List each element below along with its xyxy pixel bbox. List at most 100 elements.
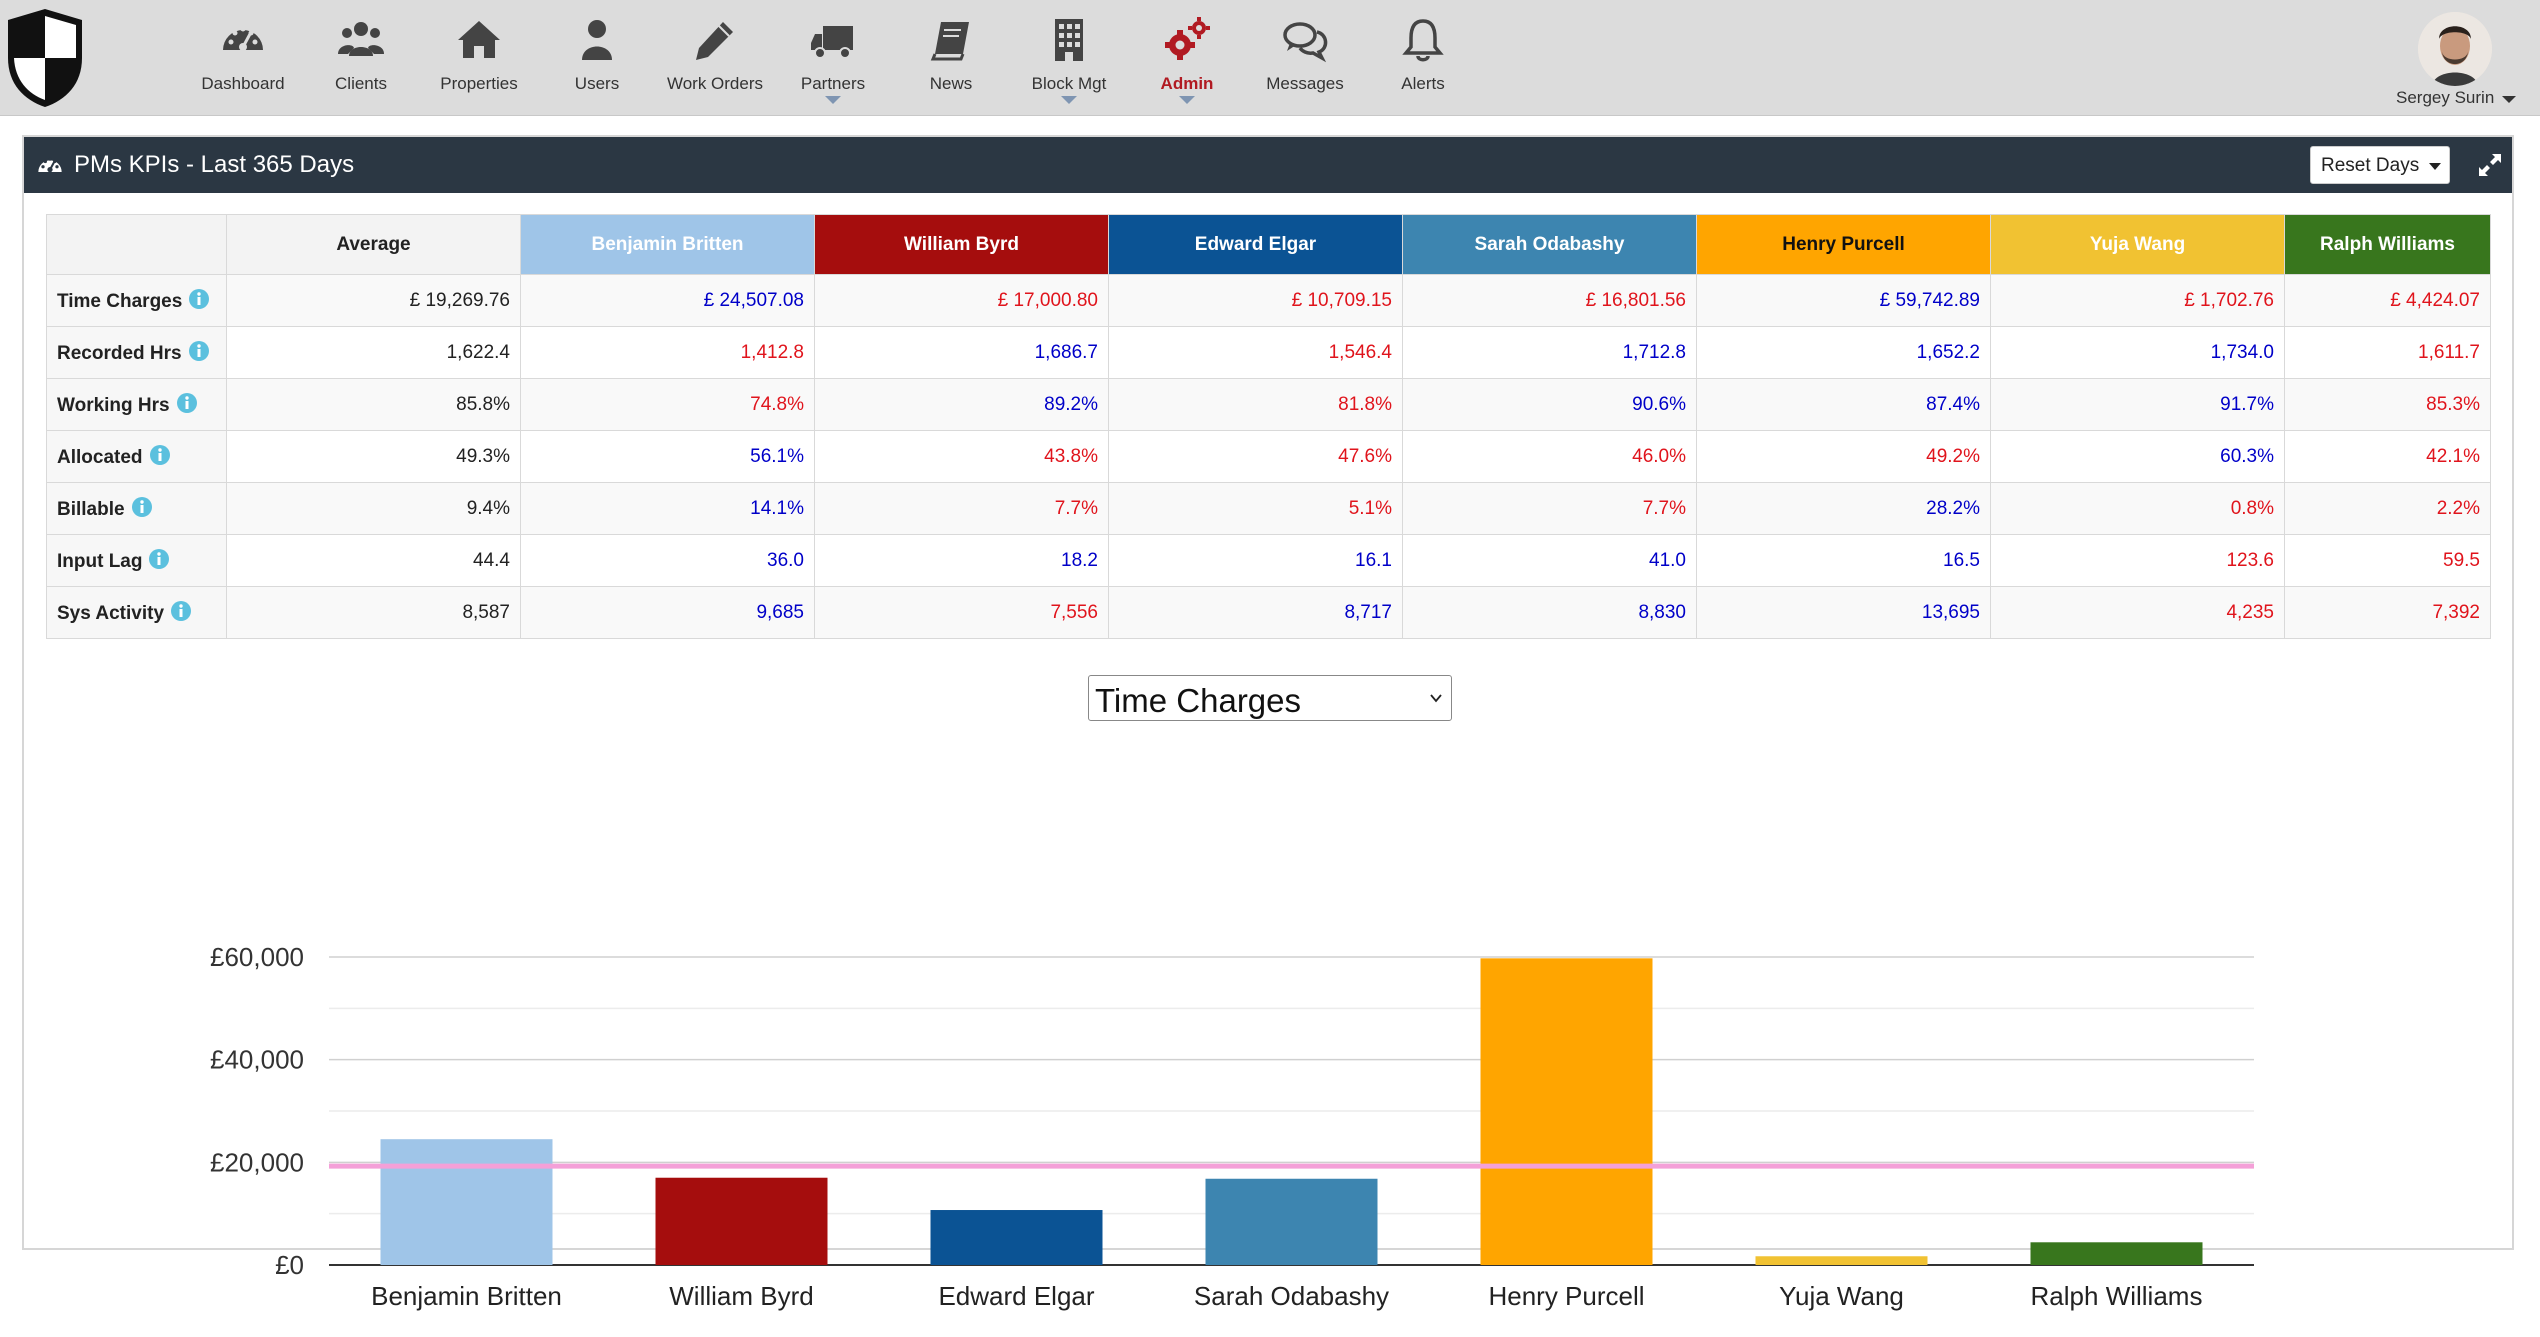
reset-days-label: Reset Days	[2321, 155, 2420, 176]
kpi-table-body: Time Charges £ 19,269.76 £ 24,507.08 £ 17,0…	[46, 274, 2491, 639]
info-icon[interactable]	[176, 392, 198, 414]
value-cell: 89.2%	[814, 378, 1109, 431]
nav-work-orders[interactable]: Work Orders	[650, 16, 780, 106]
column-header-pm[interactable]: Yuja Wang	[1990, 214, 2285, 275]
dropdown-caret-icon	[825, 96, 841, 104]
y-tick-label: £0	[275, 1250, 304, 1280]
info-icon[interactable]	[148, 548, 170, 570]
column-header-pm[interactable]: Edward Elgar	[1108, 214, 1403, 275]
bar[interactable]	[655, 1177, 828, 1265]
nav-label: News	[929, 74, 973, 93]
dashboard-gauge-icon	[38, 157, 62, 173]
row-label-cell: Time Charges	[46, 274, 227, 327]
row-label: Time Charges	[57, 291, 183, 312]
nav-alerts[interactable]: Alerts	[1358, 16, 1488, 106]
user-menu[interactable]: Sergey Surin	[2388, 12, 2538, 112]
bar[interactable]	[1480, 958, 1653, 1265]
x-tick-label: Sarah Odabashy	[1194, 1281, 1389, 1311]
expand-icon[interactable]	[2475, 150, 2505, 180]
value-cell: 123.6	[1990, 534, 2285, 587]
column-header-pm[interactable]: Henry Purcell	[1696, 214, 1991, 275]
bar[interactable]	[2030, 1242, 2203, 1265]
nav-partners[interactable]: Partners	[768, 16, 898, 106]
nav-properties[interactable]: Properties	[414, 16, 544, 106]
nav-label: Alerts	[1401, 74, 1445, 93]
row-label: Input Lag	[57, 551, 143, 572]
table-row: Input Lag 44.4 36.0 18.2 16.1 41.0 16.5 123.6 59…	[46, 534, 2491, 587]
column-header-pm[interactable]: Sarah Odabashy	[1402, 214, 1697, 275]
nav-label: Work Orders	[666, 74, 764, 93]
nav-admin[interactable]: Admin	[1122, 16, 1252, 106]
nav-label: Properties	[440, 74, 518, 93]
column-header-pm[interactable]: Benjamin Britten	[520, 214, 815, 275]
nav-label: Partners	[800, 74, 866, 93]
value-cell: 41.0	[1402, 534, 1697, 587]
value-cell: 0.8%	[1990, 482, 2285, 535]
column-header-average[interactable]: Average	[226, 214, 521, 275]
value-cell: 7.7%	[814, 482, 1109, 535]
building-icon	[1055, 19, 1083, 61]
value-cell: £ 4,424.07	[2284, 274, 2491, 327]
table-header-row: Average Benjamin Britten William Byrd Ed…	[46, 214, 2491, 275]
info-icon[interactable]	[188, 340, 210, 362]
dashboard-gauge-icon	[223, 26, 263, 51]
nav-dashboard[interactable]: Dashboard	[178, 16, 308, 106]
table-row: Working Hrs 85.8% 74.8% 89.2% 81.8% 90.6% 87.4…	[46, 378, 2491, 431]
nav-clients[interactable]: Clients	[296, 16, 426, 106]
x-tick-label: Yuja Wang	[1779, 1281, 1904, 1311]
user-name: Sergey Surin	[2396, 88, 2495, 107]
value-cell: 43.8%	[814, 430, 1109, 483]
table-row: Recorded Hrs 1,622.4 1,412.8 1,686.7 1,546.4…	[46, 326, 2491, 379]
value-cell: 18.2	[814, 534, 1109, 587]
chevron-down-icon	[2429, 163, 2441, 170]
info-icon[interactable]	[188, 288, 210, 310]
column-header-pm[interactable]: Ralph Williams	[2284, 214, 2491, 275]
value-cell: 90.6%	[1402, 378, 1697, 431]
nav-news[interactable]: News	[886, 16, 1016, 106]
value-cell: 7,556	[814, 586, 1109, 639]
value-cell: 1,546.4	[1108, 326, 1403, 379]
nav-label: Dashboard	[201, 74, 285, 93]
bell-icon	[1402, 19, 1444, 62]
table-row: Time Charges £ 19,269.76 £ 24,507.08 £ 17,0…	[46, 274, 2491, 327]
metric-select[interactable]: Time Charges	[1088, 675, 1452, 721]
value-cell: 1,652.2	[1696, 326, 1991, 379]
x-tick-label: Benjamin Britten	[371, 1281, 562, 1311]
bar[interactable]	[1205, 1178, 1378, 1265]
home-icon	[458, 21, 500, 58]
row-label-cell: Working Hrs	[46, 378, 227, 431]
shield-logo-icon[interactable]	[4, 6, 86, 110]
x-tick-label: Ralph Williams	[2031, 1281, 2203, 1311]
kpi-panel: PMs KPIs - Last 365 Days Reset Days Aver…	[22, 135, 2514, 1311]
table-corner-cell	[46, 214, 227, 275]
y-tick-label: £40,000	[210, 1045, 304, 1075]
value-cell: £ 16,801.56	[1402, 274, 1697, 327]
top-navigation-bar: Dashboard Clients Properties Users	[0, 0, 2540, 116]
bar[interactable]	[380, 1139, 553, 1265]
time-charges-bar-chart: £0 £20,000 £40,000 £60,000 Benjamin Britten W…	[210, 942, 2254, 1311]
info-icon[interactable]	[170, 600, 192, 622]
reset-days-button[interactable]: Reset Days	[2310, 146, 2450, 184]
value-cell: 8,717	[1108, 586, 1403, 639]
y-tick-label: £60,000	[210, 942, 304, 972]
bar[interactable]	[1755, 1256, 1928, 1265]
value-cell: 49.2%	[1696, 430, 1991, 483]
nav-label: Admin	[1160, 74, 1214, 93]
value-cell: 42.1%	[2284, 430, 2491, 483]
value-cell: £ 10,709.15	[1108, 274, 1403, 327]
avatar	[2418, 12, 2492, 86]
row-label: Billable	[57, 499, 125, 520]
column-header-pm[interactable]: William Byrd	[814, 214, 1109, 275]
chevron-down-icon	[2502, 96, 2516, 103]
nav-users[interactable]: Users	[532, 16, 662, 106]
value-cell: 46.0%	[1402, 430, 1697, 483]
nav-messages[interactable]: Messages	[1240, 16, 1370, 106]
info-icon[interactable]	[131, 496, 153, 518]
row-label-cell: Sys Activity	[46, 586, 227, 639]
value-cell: 7.7%	[1402, 482, 1697, 535]
value-cell: 28.2%	[1696, 482, 1991, 535]
bar[interactable]	[930, 1210, 1103, 1265]
nav-block-mgt[interactable]: Block Mgt	[1004, 16, 1134, 106]
info-icon[interactable]	[149, 444, 171, 466]
row-label: Working Hrs	[57, 395, 170, 416]
